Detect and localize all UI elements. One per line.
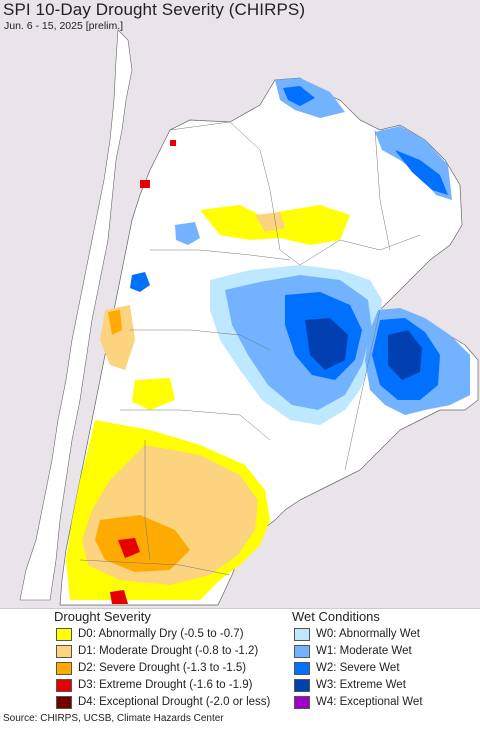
dry-north-spot-2: [170, 140, 176, 146]
legend-item-w0: W0: Abnormally Wet: [294, 626, 420, 642]
legend-label-w2: W2: Severe Wet: [316, 662, 400, 674]
dry-southwest-d2: [95, 515, 190, 572]
dry-west-strip: [100, 305, 135, 370]
legend-item-w1: W1: Moderate Wet: [294, 643, 412, 659]
dry-west-strip-d2: [108, 310, 122, 335]
legend-item-d2: D2: Severe Drought (-1.3 to -1.5): [56, 660, 246, 676]
dry-north-band-d1: [255, 212, 285, 232]
legend-label-d1: D1: Moderate Drought (-0.8 to -1.2): [78, 645, 259, 657]
province-borders: [79, 121, 421, 576]
legend-swatch-d1: [56, 644, 72, 658]
wet-north-patch-deep: [283, 86, 315, 106]
chile-land: [19, 29, 133, 601]
legend-label-d2: D2: Severe Drought (-1.3 to -1.5): [78, 662, 247, 674]
legend-swatch-d3: [56, 678, 72, 692]
legend-swatch-w0: [294, 627, 310, 641]
legend-swatch-d4: [56, 695, 72, 709]
wet-central-extreme: [305, 318, 348, 370]
dry-north-spot: [140, 180, 150, 188]
source-credit: Source: CHIRPS, UCSB, Climate Hazards Ce…: [3, 713, 224, 724]
wet-west-spot: [130, 272, 150, 292]
drought-map: [0, 0, 480, 608]
legend-item-d3: D3: Extreme Drought (-1.6 to -1.9): [56, 677, 252, 693]
legend-label-w4: W4: Exceptional Wet: [316, 696, 423, 708]
map-subtitle: Jun. 6 - 15, 2025 [prelim.]: [4, 20, 124, 32]
legend-item-w3: W3: Extreme Wet: [294, 677, 406, 693]
legend-swatch-w2: [294, 661, 310, 675]
legend-swatch-d2: [56, 661, 72, 675]
wet-ne-patch-deep: [395, 150, 448, 195]
legend-item-d1: D1: Moderate Drought (-0.8 to -1.2): [56, 643, 258, 659]
map-title: SPI 10-Day Drought Severity (CHIRPS): [3, 0, 306, 19]
drought-legend-heading: Drought Severity: [54, 609, 151, 624]
dry-south-d3: [110, 590, 128, 604]
legend-label-w1: W1: Moderate Wet: [316, 645, 412, 657]
legend-label-d4: D4: Exceptional Drought (-2.0 or less): [78, 696, 271, 708]
map-legend-divider: [0, 608, 480, 609]
dry-southwest-d3: [118, 538, 140, 558]
wet-east-extreme: [388, 330, 422, 380]
legend-swatch-w3: [294, 678, 310, 692]
legend-item-d4: D4: Exceptional Drought (-2.0 or less): [56, 694, 270, 710]
wet-legend-heading: Wet Conditions: [292, 609, 380, 624]
legend-swatch-d0: [56, 627, 72, 641]
legend-label-d0: D0: Abnormally Dry (-0.5 to -0.7): [78, 628, 244, 640]
legend-label-d3: D3: Extreme Drought (-1.6 to -1.9): [78, 679, 253, 691]
dry-mid-patch: [132, 378, 175, 410]
legend-swatch-w1: [294, 644, 310, 658]
legend-item-w4: W4: Exceptional Wet: [294, 694, 423, 710]
wet-west-spot-2: [175, 222, 200, 245]
legend-item-d0: D0: Abnormally Dry (-0.5 to -0.7): [56, 626, 244, 642]
legend-item-w2: W2: Severe Wet: [294, 660, 400, 676]
legend-swatch-w4: [294, 695, 310, 709]
legend-label-w3: W3: Extreme Wet: [316, 679, 406, 691]
legend-label-w0: W0: Abnormally Wet: [316, 628, 420, 640]
